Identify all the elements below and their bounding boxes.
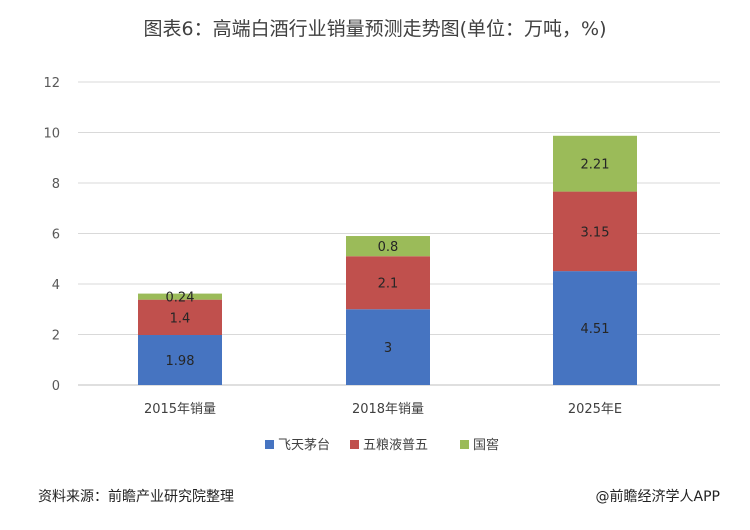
legend-swatch xyxy=(265,440,274,449)
y-tick-label: 4 xyxy=(52,278,60,293)
legend: 飞天茅台 五粮液普五 国窖 xyxy=(265,437,499,453)
data-label: 3.15 xyxy=(581,225,610,240)
data-label: 2.21 xyxy=(581,158,610,173)
bar-segment xyxy=(553,191,637,272)
x-tick-label: 2025年E xyxy=(568,402,622,417)
legend-label: 飞天茅台 xyxy=(278,438,330,453)
chart-title: 图表6：高端白酒行业销量预测走势图(单位：万吨，%) xyxy=(143,18,607,40)
legend-label: 国窖 xyxy=(473,437,499,453)
bar-segment xyxy=(346,309,430,385)
legend-swatch xyxy=(460,440,469,449)
data-label: 2.1 xyxy=(378,277,399,292)
legend-swatch xyxy=(350,440,359,449)
bar-segment xyxy=(138,293,222,300)
bar-segment xyxy=(138,335,222,385)
bar-segment xyxy=(346,236,430,257)
credit-note: @前瞻经济学人APP xyxy=(595,489,720,505)
x-tick-label: 2015年销量 xyxy=(144,402,216,417)
y-tick-label: 8 xyxy=(52,177,60,192)
legend-label: 五粮液普五 xyxy=(363,438,428,453)
bar-segment xyxy=(553,135,637,192)
bars: 1.98 1.4 0.24 3 2.1 0.8 4.51 3.15 2.21 xyxy=(138,135,637,385)
x-tick-label: 2018年销量 xyxy=(352,402,424,417)
y-tick-label: 10 xyxy=(43,127,60,142)
x-axis-ticks: 2015年销量 2018年销量 2025年E xyxy=(144,402,622,417)
y-tick-label: 2 xyxy=(52,329,60,344)
data-label: 3 xyxy=(384,341,392,356)
data-label: 4.51 xyxy=(581,322,610,337)
data-label: 1.4 xyxy=(170,311,191,326)
bar-segment xyxy=(346,256,430,310)
data-label: 0.24 xyxy=(166,291,195,306)
bar-segment xyxy=(553,271,637,385)
y-tick-label: 0 xyxy=(52,379,60,394)
stacked-bar-chart: 0 2 4 6 8 10 12 1.98 1.4 0.24 3 2.1 0.8 4.51 3.15 2.21… xyxy=(43,76,720,453)
data-label: 1.98 xyxy=(166,354,195,369)
bar-segment xyxy=(138,299,222,336)
data-label: 0.8 xyxy=(378,240,399,255)
y-axis-ticks: 0 2 4 6 8 10 12 xyxy=(43,76,60,394)
y-tick-label: 6 xyxy=(52,228,60,243)
y-tick-label: 12 xyxy=(43,76,60,91)
source-note: 资料来源：前瞻产业研究院整理 xyxy=(38,489,234,505)
